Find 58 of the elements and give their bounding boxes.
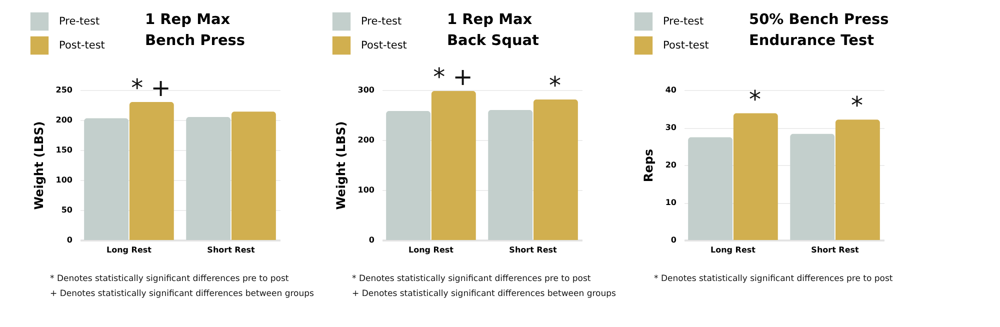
bar (733, 113, 778, 240)
text: * Denotes statistically significant differences pre to post (50, 274, 290, 284)
bar (186, 117, 231, 240)
y-tick-label: 200 (358, 136, 375, 144)
bar (386, 111, 431, 240)
x-tick-label: Long Rest (710, 246, 756, 254)
y-tick-label: 150 (56, 146, 73, 154)
bar (790, 134, 835, 240)
legend-label: Pre-test (663, 16, 704, 28)
bar (688, 137, 733, 240)
chart-subtitle: Endurance Test (749, 33, 874, 49)
y-tick-label: 0 (368, 236, 375, 244)
y-tick-label: 40 (665, 86, 677, 94)
chart-subtitle: Back Squat (447, 33, 540, 49)
chart-title: 1 Rep Max (447, 12, 533, 28)
text: * Denotes statistically significant differences pre to post (352, 274, 592, 284)
bar (129, 102, 174, 240)
legend-label: Pre-test (59, 16, 100, 28)
chart-title: 50% Bench Press (749, 12, 889, 28)
chart-title: 1 Rep Max (145, 12, 231, 28)
x-tick-label: Short Rest (509, 246, 558, 254)
annotation: * (549, 72, 562, 100)
annotation: * + (131, 74, 171, 102)
y-axis-title: Weight (LBS) (334, 121, 348, 210)
y-tick-label: 300 (358, 86, 375, 94)
y-axis-title: Weight (LBS) (32, 121, 46, 210)
y-tick-label: 200 (56, 116, 73, 124)
annotation: * (748, 85, 761, 114)
bar (835, 120, 880, 240)
legend-label: Post-test (663, 40, 709, 52)
y-tick-label: 30 (665, 123, 677, 132)
text: + Denotes statistically significant differences between groups (50, 289, 315, 299)
y-tick-label: 50 (61, 206, 73, 214)
legend-label: Post-test (59, 40, 105, 52)
y-tick-label: 100 (56, 176, 73, 184)
x-tick-label: Short Rest (811, 246, 860, 254)
y-tick-label: 0 (670, 236, 677, 244)
text: + Denotes statistically significant differences between groups (352, 289, 617, 299)
y-tick-label: 0 (66, 236, 73, 244)
text: * Denotes statistically significant differences pre to post (654, 274, 894, 284)
legend-label: Post-test (361, 40, 407, 52)
bar (488, 110, 533, 240)
bar (431, 91, 476, 240)
x-tick-label: Long Rest (408, 246, 454, 254)
bar (533, 100, 578, 240)
annotation: * (851, 92, 864, 120)
x-tick-label: Short Rest (207, 246, 256, 254)
annotation: * + (433, 63, 473, 91)
y-axis-title: Reps (641, 148, 656, 182)
bar (231, 112, 276, 240)
x-tick-label: Long Rest (106, 246, 152, 254)
y-tick-label: 250 (56, 86, 73, 94)
bar (84, 118, 129, 240)
y-tick-label: 10 (665, 198, 677, 207)
chart-subtitle: Bench Press (145, 33, 246, 49)
y-tick-label: 20 (665, 160, 677, 170)
y-tick-label: 100 (358, 186, 375, 194)
legend-label: Pre-test (361, 16, 402, 28)
